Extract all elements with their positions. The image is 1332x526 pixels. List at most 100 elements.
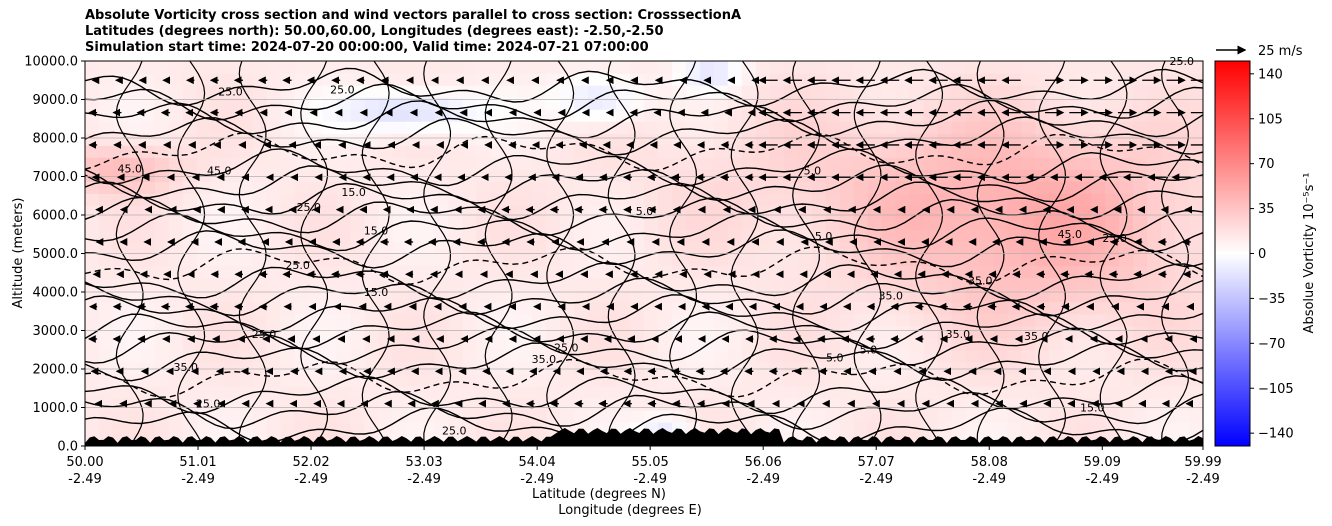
field-cell <box>462 265 477 279</box>
field-cell <box>574 253 589 267</box>
field-cell <box>1091 409 1106 423</box>
field-cell <box>1175 301 1190 315</box>
field-cell <box>378 205 394 219</box>
field-cell <box>112 277 128 291</box>
field-cell <box>504 253 519 267</box>
field-cell <box>1077 109 1092 122</box>
field-cell <box>839 265 855 279</box>
field-cell <box>783 73 799 86</box>
field-cell <box>755 373 771 387</box>
field-cell <box>1063 61 1078 74</box>
field-cell <box>783 277 799 291</box>
field-cell <box>252 373 268 387</box>
field-cell <box>168 373 184 387</box>
field-cell <box>266 169 282 182</box>
field-cell <box>392 61 408 74</box>
field-cell <box>1077 205 1092 219</box>
field-cell <box>1119 373 1134 387</box>
field-cell <box>280 217 296 231</box>
field-cell <box>392 73 408 86</box>
x-axis-label-latitude: Latitude (degrees N) <box>532 487 666 502</box>
field-cell <box>476 61 491 74</box>
field-cell <box>1105 385 1120 399</box>
field-cell <box>462 337 477 351</box>
field-cell <box>699 277 715 291</box>
field-cell <box>951 97 967 110</box>
field-cell <box>560 409 575 423</box>
field-cell <box>238 181 254 194</box>
field-cell <box>392 421 408 435</box>
field-cell <box>1007 409 1022 423</box>
contour-line <box>85 311 1203 350</box>
field-cell <box>1007 241 1022 255</box>
field-cell <box>727 61 743 74</box>
field-cell <box>713 409 729 423</box>
field-cell <box>867 73 883 86</box>
field-cell <box>1049 181 1064 194</box>
field-cell <box>769 85 785 98</box>
field-cell <box>462 61 477 74</box>
field-cell <box>280 61 296 74</box>
field-cell <box>671 229 687 243</box>
field-cell <box>546 217 561 231</box>
field-cell <box>266 61 282 74</box>
field-cell <box>476 373 491 387</box>
field-cell <box>769 193 785 206</box>
contour-label: 15.0 <box>1080 401 1105 414</box>
field-cell <box>406 421 421 435</box>
field-cell <box>713 157 729 170</box>
field-cell <box>979 133 994 146</box>
field-cell <box>937 169 953 182</box>
field-cell <box>741 85 757 98</box>
field-cell <box>965 253 980 267</box>
field-cell <box>294 97 310 110</box>
field-cell <box>266 277 282 291</box>
x-tick-label-lon: -2.49 <box>1186 472 1220 487</box>
field-cell <box>727 181 743 194</box>
field-cell <box>825 253 841 267</box>
field-cell <box>224 205 240 219</box>
field-cell <box>1133 301 1148 315</box>
field-cell <box>308 61 324 74</box>
field-cell <box>923 337 939 351</box>
field-cell <box>881 205 897 219</box>
field-cell <box>112 133 128 146</box>
field-cell <box>881 181 897 194</box>
field-cell <box>937 409 953 423</box>
field-cell <box>112 409 128 423</box>
field-cell <box>1021 85 1036 98</box>
x-tick-label-lon: -2.49 <box>294 472 328 487</box>
field-cell <box>671 217 687 231</box>
field-cell <box>1119 73 1134 86</box>
field-cell <box>560 109 575 122</box>
field-cell <box>685 277 701 291</box>
field-cell <box>923 409 939 423</box>
field-cell <box>713 229 729 243</box>
field-cell <box>1119 265 1134 279</box>
field-cell <box>1175 73 1190 86</box>
field-cell <box>951 349 967 363</box>
field-cell <box>168 421 184 435</box>
field-cell <box>1105 97 1120 110</box>
field-cell <box>85 349 100 363</box>
field-cell <box>741 241 757 255</box>
field-cell <box>616 85 631 98</box>
field-cell <box>1189 145 1203 158</box>
field-cell <box>1133 253 1148 267</box>
colorbar-tick-label: 35 <box>1258 202 1275 217</box>
field-cell <box>1161 229 1176 243</box>
field-cell <box>294 409 310 423</box>
field-cell <box>560 169 575 182</box>
field-cell <box>755 85 771 98</box>
field-cell <box>490 289 505 303</box>
field-cell <box>923 361 939 375</box>
field-cell <box>616 361 631 375</box>
field-cell <box>560 253 575 267</box>
field-cell <box>881 97 897 110</box>
field-cell <box>741 109 757 122</box>
field-cell <box>196 241 212 255</box>
field-cell <box>979 217 994 231</box>
field-cell <box>616 301 631 315</box>
field-cell <box>266 373 282 387</box>
field-cell <box>1133 145 1148 158</box>
